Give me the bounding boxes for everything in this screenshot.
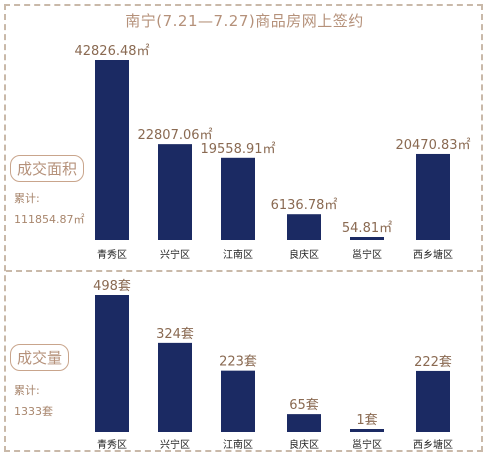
volume-category-label-0: 青秀区 [97,438,127,451]
volume-bar-4 [350,429,384,432]
volume-total-value: 1333套 [14,405,53,418]
area-bar-2 [221,157,255,240]
volume-total-label: 累计: [14,384,40,397]
area-bar-0 [95,60,129,240]
area-category-label-1: 兴宁区 [160,248,190,261]
volume-bar-2 [221,370,255,432]
volume-bar-5 [416,370,450,432]
area-category-label-4: 邕宁区 [352,248,382,261]
area-total-label: 累计: [14,192,40,205]
area-value-label-2: 19558.91㎡ [200,142,275,157]
volume-value-label-4: 1套 [356,412,377,428]
volume-bar-3 [287,414,321,432]
area-category-label-0: 青秀区 [97,248,127,261]
volume-bar-0 [95,295,129,432]
area-value-label-1: 22807.06㎡ [137,128,212,143]
area-bar-4 [350,237,384,240]
area-value-label-5: 20470.83㎡ [395,138,470,153]
area-category-label-5: 西乡塘区 [413,248,453,261]
volume-metric-label: 成交量 [10,344,70,371]
area-category-label-2: 江南区 [223,248,253,261]
volume-value-label-0: 498套 [93,278,131,294]
panel-divider [6,270,483,272]
volume-value-label-1: 324套 [156,326,194,342]
volume-value-label-2: 223套 [219,354,257,370]
page-title: 南宁(7.21—7.27)商品房网上签约 [125,12,364,30]
volume-category-label-2: 江南区 [223,438,253,451]
volume-category-label-1: 兴宁区 [160,438,190,451]
volume-bar-1 [158,342,192,432]
volume-value-label-3: 65套 [289,397,319,413]
area-total-value: 111854.87㎡ [14,213,85,226]
area-bar-3 [287,214,321,240]
dashed-frame [4,4,483,452]
area-metric-label: 成交面积 [10,155,85,182]
volume-category-label-3: 良庆区 [289,438,319,451]
volume-category-label-5: 西乡塘区 [413,438,453,451]
area-category-label-3: 良庆区 [289,248,319,261]
volume-value-label-5: 222套 [414,354,452,370]
area-value-label-4: 54.81㎡ [342,221,392,236]
area-bar-5 [416,153,450,240]
area-value-label-0: 42826.48㎡ [74,44,149,59]
area-bar-1 [158,144,192,240]
volume-category-label-4: 邕宁区 [352,438,382,451]
area-value-label-3: 6136.78㎡ [271,198,338,213]
